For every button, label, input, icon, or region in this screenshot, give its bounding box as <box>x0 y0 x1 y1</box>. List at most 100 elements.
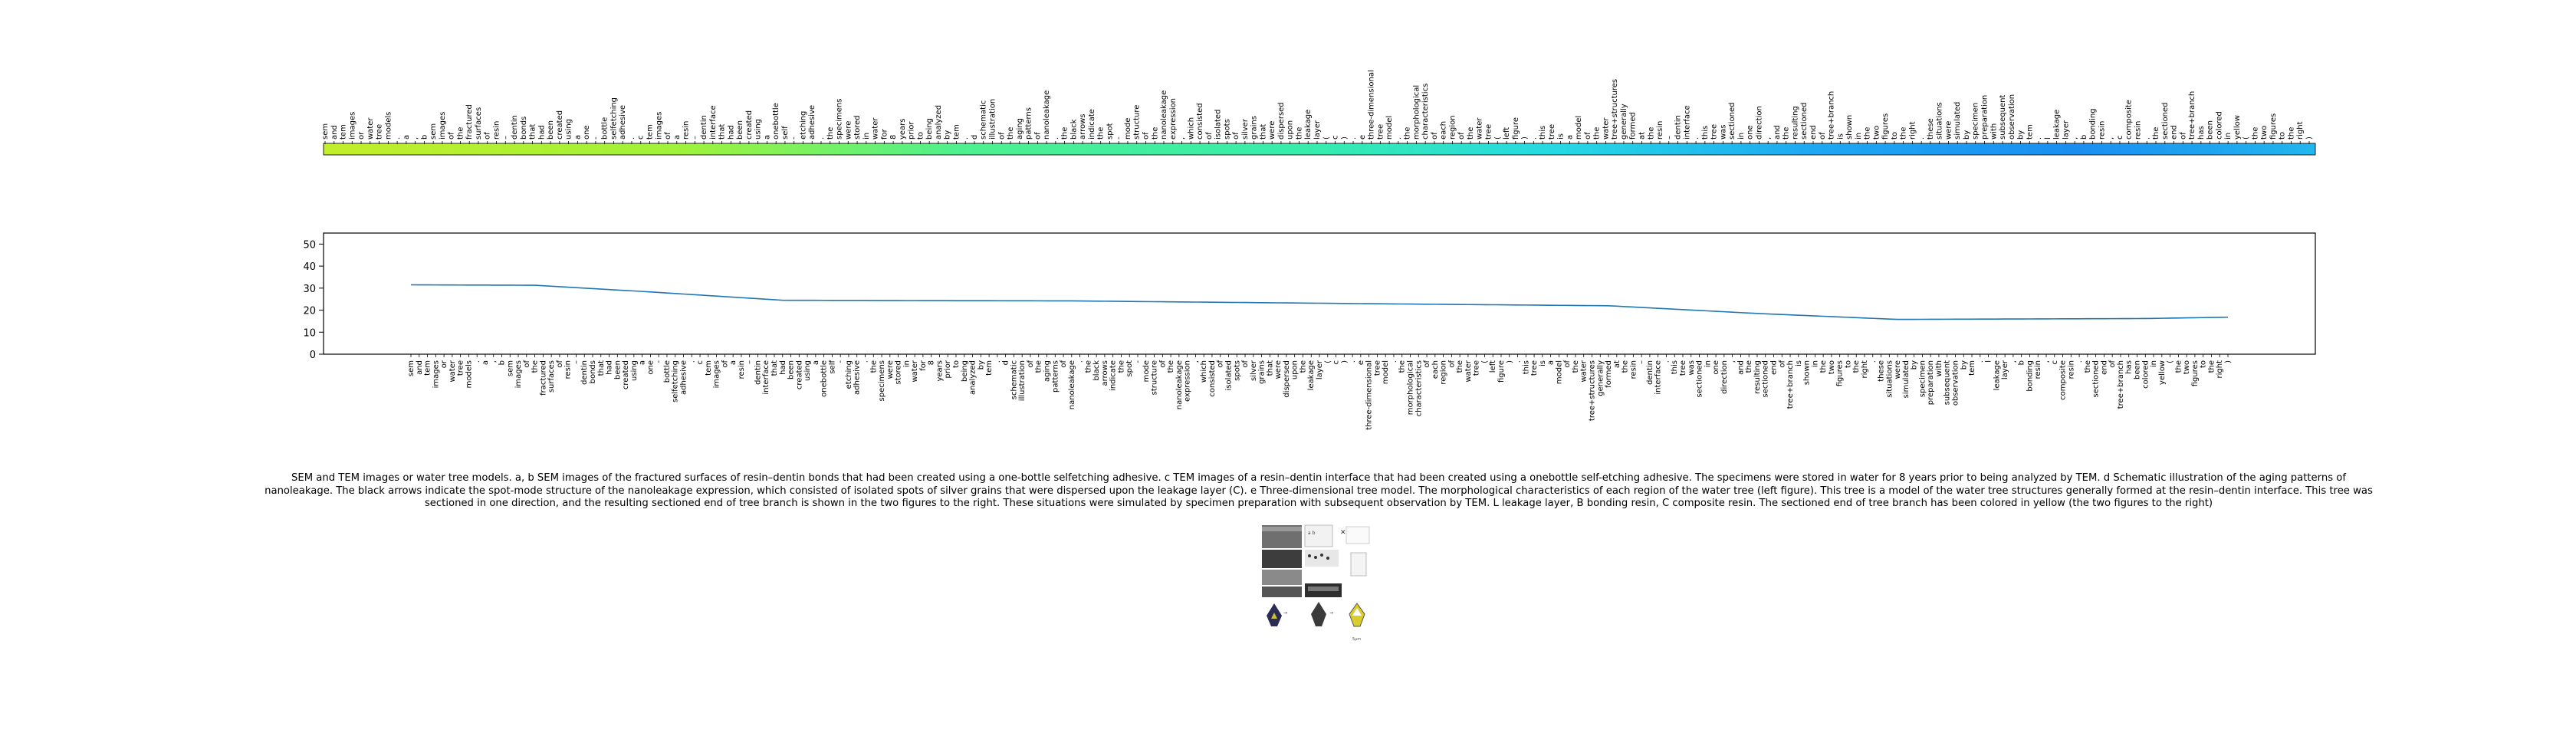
x-tick-label: sectioned <box>2092 360 2101 398</box>
x-tick-label: figures <box>1836 360 1845 386</box>
x-tick-label: . <box>862 360 870 363</box>
x-tick-label: - <box>836 360 845 363</box>
x-tick-label: self <box>828 360 836 374</box>
x-tick-label: this <box>1671 360 1679 374</box>
x-tick-label: tem <box>705 360 713 376</box>
x-tick-label: expression <box>1184 360 1192 402</box>
x-tick-label: of <box>1060 360 1068 368</box>
x-tick-label: to <box>952 360 961 368</box>
svg-text:✕: ✕ <box>1340 529 1346 537</box>
x-tick-label: in <box>1704 360 1712 367</box>
x-tick-label: fractured <box>539 360 547 396</box>
x-tick-label: - <box>1134 360 1142 363</box>
x-tick-label: for <box>919 360 928 371</box>
x-tick-label: by <box>1960 360 1968 370</box>
svg-text:a b: a b <box>1308 531 1316 536</box>
x-tick-label: created <box>795 360 803 389</box>
x-tick-label: that <box>597 360 606 376</box>
x-tick-label: preparation <box>1927 360 1935 405</box>
x-tick-label: , <box>1729 360 1737 363</box>
x-tick-label: bonding <box>2026 360 2034 392</box>
x-tick-label: b <box>2018 360 2026 365</box>
x-tick-label: at <box>1613 360 1622 368</box>
x-tick-label: – <box>572 360 580 364</box>
x-tick-label: that <box>770 360 779 376</box>
x-tick-label: subsequent <box>1944 360 1952 405</box>
x-tick-label: the <box>1084 360 1092 373</box>
x-tick-label: one <box>646 360 655 375</box>
x-tick-label: simulated <box>1902 360 1911 398</box>
x-tick-label: the <box>1745 360 1753 373</box>
x-tick-label: of <box>1778 360 1786 368</box>
x-tick-label: were <box>1274 360 1283 379</box>
x-tick-label: surfaces <box>547 360 556 393</box>
x-tick-label: selfetching <box>672 360 680 402</box>
x-tick-label: two <box>1828 360 1836 374</box>
x-tick-label: . <box>1869 360 1878 363</box>
x-tick-label: the <box>1299 360 1307 373</box>
y-tick-label: 20 <box>303 306 316 317</box>
x-tick-label: right <box>2216 360 2224 379</box>
x-tick-label: the <box>2174 360 2183 373</box>
x-tick-label: stored <box>895 360 903 385</box>
x-tick-label: formed <box>1605 360 1613 388</box>
plot-frame <box>324 233 2315 354</box>
x-tick-label: tem <box>1968 360 1976 376</box>
x-tick-label: years <box>935 360 944 382</box>
x-tick-label: two <box>2183 360 2191 374</box>
x-tick-label: dentin <box>1646 360 1654 385</box>
x-tick-label: one <box>1712 360 1720 375</box>
x-tick-label: images <box>432 360 440 388</box>
x-tick-label: figures <box>2191 360 2200 386</box>
x-tick-label: tem <box>424 360 432 376</box>
x-tick-label: were <box>1894 360 1902 379</box>
x-tick-label: by <box>977 360 985 370</box>
x-tick-label: left <box>1489 360 1497 373</box>
x-tick-label: tree <box>1373 360 1382 376</box>
x-tick-label: . <box>1662 360 1671 363</box>
x-tick-label: resin <box>2034 360 2042 379</box>
x-tick-label: observation <box>1952 360 1960 406</box>
svg-text:→: → <box>1329 610 1333 616</box>
x-tick-label: the <box>1167 360 1175 373</box>
x-tick-label: b <box>498 360 507 365</box>
x-tick-label: sem <box>506 360 514 376</box>
x-tick-label: to <box>2200 360 2208 368</box>
x-tick-label: sectioned <box>1696 360 1704 398</box>
x-tick-label: tree <box>457 360 465 376</box>
x-tick-label: 8 <box>928 360 936 365</box>
x-tick-label: onebottle <box>820 360 829 397</box>
x-tick-label: the <box>1035 360 1043 373</box>
x-tick-label: end <box>1770 360 1779 375</box>
x-tick-label: interface <box>1654 360 1663 395</box>
x-tick-label: direction <box>1720 360 1729 394</box>
x-tick-label: d <box>1002 360 1010 365</box>
x-tick-label: been <box>787 360 796 380</box>
x-tick-label: and <box>416 360 424 375</box>
x-tick-label: etching <box>845 360 853 389</box>
x-tick-label: specimen <box>1918 360 1927 397</box>
x-tick-label: resin <box>2067 360 2075 379</box>
x-tick-label: of <box>523 360 531 368</box>
x-tick-label: a <box>1547 360 1556 365</box>
y-axis: 01020304050 <box>303 239 324 361</box>
x-tick-label: ) <box>1506 360 1514 363</box>
x-tick-label: , <box>1191 360 1200 363</box>
x-tick-label: the <box>1622 360 1630 373</box>
x-tick-label: . <box>473 360 481 363</box>
x-tick-label: c <box>2051 360 2059 365</box>
x-tick-label: morphological <box>1407 360 1415 415</box>
x-tick-label: tree+structures <box>1589 360 1597 421</box>
x-tick-label: – <box>1638 360 1646 364</box>
x-tick-label: analyzed <box>969 360 978 395</box>
x-tick-label: bonds <box>589 360 597 383</box>
x-tick-label: c <box>1332 360 1341 365</box>
x-tick-label: with <box>1935 360 1944 376</box>
x-tick-label: water <box>1464 360 1473 382</box>
figure-thumbnail: a b ✕ → → 5μm <box>1260 524 1375 645</box>
x-tick-label: black <box>1092 360 1101 381</box>
x-tick-label: isolated <box>1225 360 1234 390</box>
x-tick-label: tem <box>985 360 994 376</box>
x-tick-label: of <box>1423 360 1431 368</box>
x-tick-label: nanoleakage <box>1068 360 1076 409</box>
